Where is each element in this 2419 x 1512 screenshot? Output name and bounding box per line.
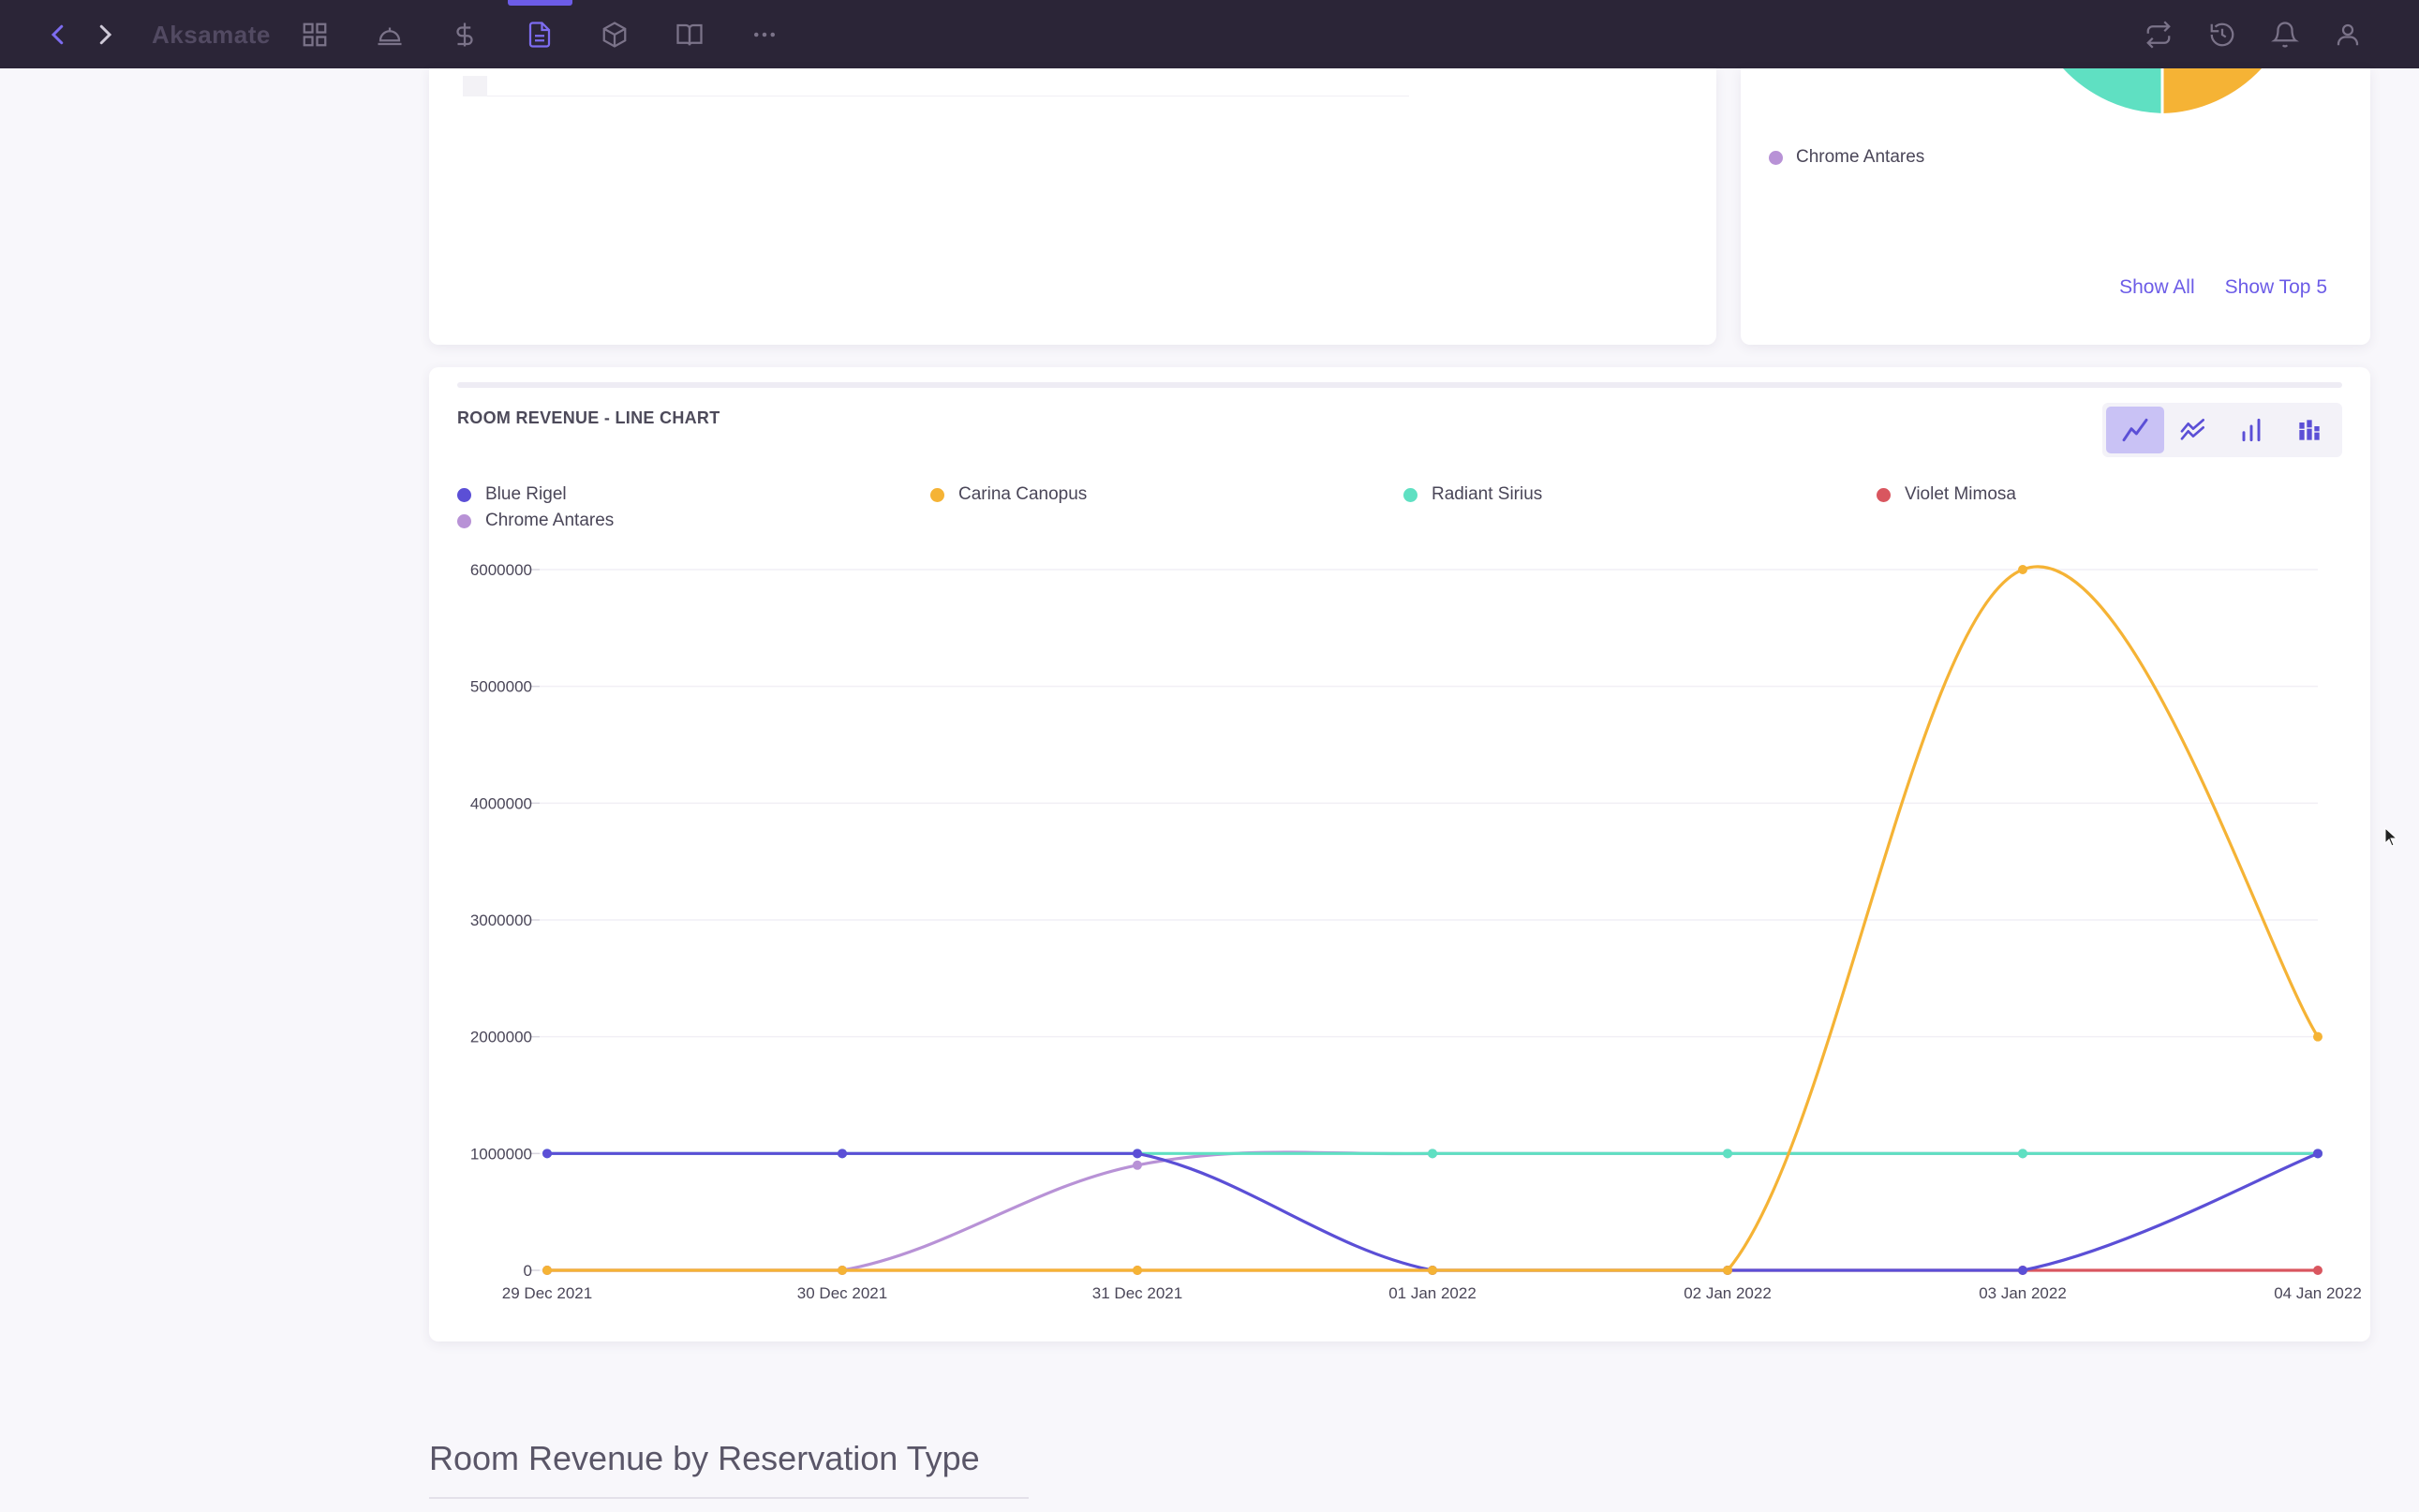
area-chart-icon[interactable]	[2164, 407, 2222, 453]
show-all-link[interactable]: Show All	[2119, 276, 2195, 298]
x-tick-label: 01 Jan 2022	[1388, 1284, 1477, 1302]
pie-legend-item[interactable]: Chrome Antares	[1769, 147, 1924, 168]
legend-item-blue-rigel[interactable]: Blue Rigel	[457, 484, 567, 505]
history-icon[interactable]	[2204, 16, 2241, 53]
forward-arrow-icon[interactable]	[86, 16, 124, 53]
bar-chart-icon[interactable]	[2222, 407, 2280, 453]
x-tick-label: 03 Jan 2022	[1979, 1284, 2067, 1302]
back-arrow-icon[interactable]	[39, 16, 77, 53]
legend-dot	[1403, 487, 1417, 502]
data-point-blue-rigel	[542, 1149, 552, 1159]
series-line-chrome-antares	[545, 1150, 2320, 1272]
y-tick-label: 4000000	[470, 794, 532, 812]
chart-type-switcher	[2102, 403, 2342, 457]
document-icon[interactable]	[521, 16, 558, 53]
legend-dot	[1769, 150, 1783, 165]
y-tick-label: 0	[524, 1262, 532, 1280]
legend-dot	[457, 487, 471, 502]
chart-title: ROOM REVENUE - LINE CHART	[457, 408, 720, 427]
section-divider	[429, 1497, 1029, 1499]
stacked-bar-icon[interactable]	[2280, 407, 2338, 453]
legend-dot	[930, 487, 944, 502]
legend-item-radiant-sirius[interactable]: Radiant Sirius	[1403, 484, 1542, 505]
top-navigation-bar: Aksamate	[0, 0, 2419, 68]
bell-icon[interactable]	[2266, 16, 2304, 53]
app-brand-logo[interactable]: Aksamate	[152, 21, 271, 49]
data-point-chrome-antares	[1133, 1160, 1142, 1170]
legend-item-carina-canopus[interactable]: Carina Canopus	[930, 484, 1087, 505]
dollar-icon[interactable]	[446, 16, 483, 53]
data-point-violet-mimosa	[2313, 1266, 2323, 1275]
data-point-carina-canopus	[1133, 1266, 1142, 1275]
show-top-5-link[interactable]: Show Top 5	[2224, 276, 2327, 298]
legend-label: Blue Rigel	[485, 484, 567, 504]
data-point-radiant-sirius	[1428, 1149, 1437, 1159]
y-tick-label: 5000000	[470, 678, 532, 696]
legend-dot	[1877, 487, 1891, 502]
data-point-carina-canopus	[1428, 1266, 1437, 1275]
legend-label: Carina Canopus	[958, 484, 1088, 504]
chart-legend: Blue Rigel Carina Canopus Radiant Sirius Vi…	[457, 484, 2342, 537]
data-point-blue-rigel	[2313, 1149, 2323, 1159]
legend-item-chrome-antares[interactable]: Chrome Antares	[457, 511, 614, 531]
sync-icon[interactable]	[2140, 16, 2177, 53]
line-chart-icon[interactable]	[2106, 407, 2164, 453]
y-tick-label: 3000000	[470, 912, 532, 929]
table-row-fragment	[463, 76, 1409, 96]
pie-chart-fragment	[2063, 68, 2262, 113]
data-point-carina-canopus	[542, 1266, 552, 1275]
series-line-carina-canopus	[545, 565, 2320, 1272]
book-icon[interactable]	[671, 16, 708, 53]
x-tick-label: 02 Jan 2022	[1684, 1284, 1772, 1302]
x-tick-label: 30 Dec 2021	[797, 1284, 887, 1302]
more-icon[interactable]	[746, 16, 783, 53]
room-revenue-line-chart-card: ROOM REVENUE - LINE CHART Blue Rigel Cari…	[429, 367, 2370, 1342]
legend-item-violet-mimosa[interactable]: Violet Mimosa	[1877, 484, 2016, 505]
data-point-radiant-sirius	[2018, 1149, 2027, 1159]
pie-chart-card: Chrome Antares Show All Show Top 5	[1741, 68, 2370, 345]
section-heading: Room Revenue by Reservation Type	[429, 1439, 980, 1477]
legend-dot	[457, 513, 471, 528]
data-point-blue-rigel	[2018, 1266, 2027, 1275]
pie-legend-label: Chrome Antares	[1796, 147, 1925, 167]
grid-icon[interactable]	[296, 16, 334, 53]
series-line-blue-rigel	[545, 1151, 2320, 1272]
data-point-blue-rigel	[838, 1149, 847, 1159]
legend-label: Violet Mimosa	[1905, 484, 2016, 504]
user-icon[interactable]	[2329, 16, 2367, 53]
card-loading-bar	[457, 382, 2342, 388]
service-bell-icon[interactable]	[371, 16, 408, 53]
data-point-carina-canopus	[1723, 1266, 1732, 1275]
data-point-radiant-sirius	[1723, 1149, 1732, 1159]
legend-label: Radiant Sirius	[1432, 484, 1543, 504]
x-tick-label: 29 Dec 2021	[502, 1284, 592, 1302]
y-tick-label: 2000000	[470, 1029, 532, 1046]
data-point-carina-canopus	[2313, 1031, 2323, 1042]
line-chart-plot: 0 1000000 2000000 3000000 4000000 5000000 6000…	[470, 561, 2362, 1302]
mouse-cursor-icon	[2384, 827, 2398, 847]
previous-chart-card	[429, 68, 1716, 345]
cube-icon[interactable]	[596, 16, 633, 53]
y-tick-label: 1000000	[470, 1145, 532, 1163]
data-point-blue-rigel	[1133, 1149, 1142, 1159]
active-tab-indicator	[508, 0, 572, 6]
x-tick-label: 31 Dec 2021	[1092, 1284, 1182, 1302]
x-tick-label: 04 Jan 2022	[2274, 1284, 2362, 1302]
legend-label: Chrome Antares	[485, 511, 615, 530]
y-tick-label: 6000000	[470, 561, 532, 579]
data-point-carina-canopus	[2018, 565, 2027, 574]
data-point-carina-canopus	[838, 1266, 847, 1275]
